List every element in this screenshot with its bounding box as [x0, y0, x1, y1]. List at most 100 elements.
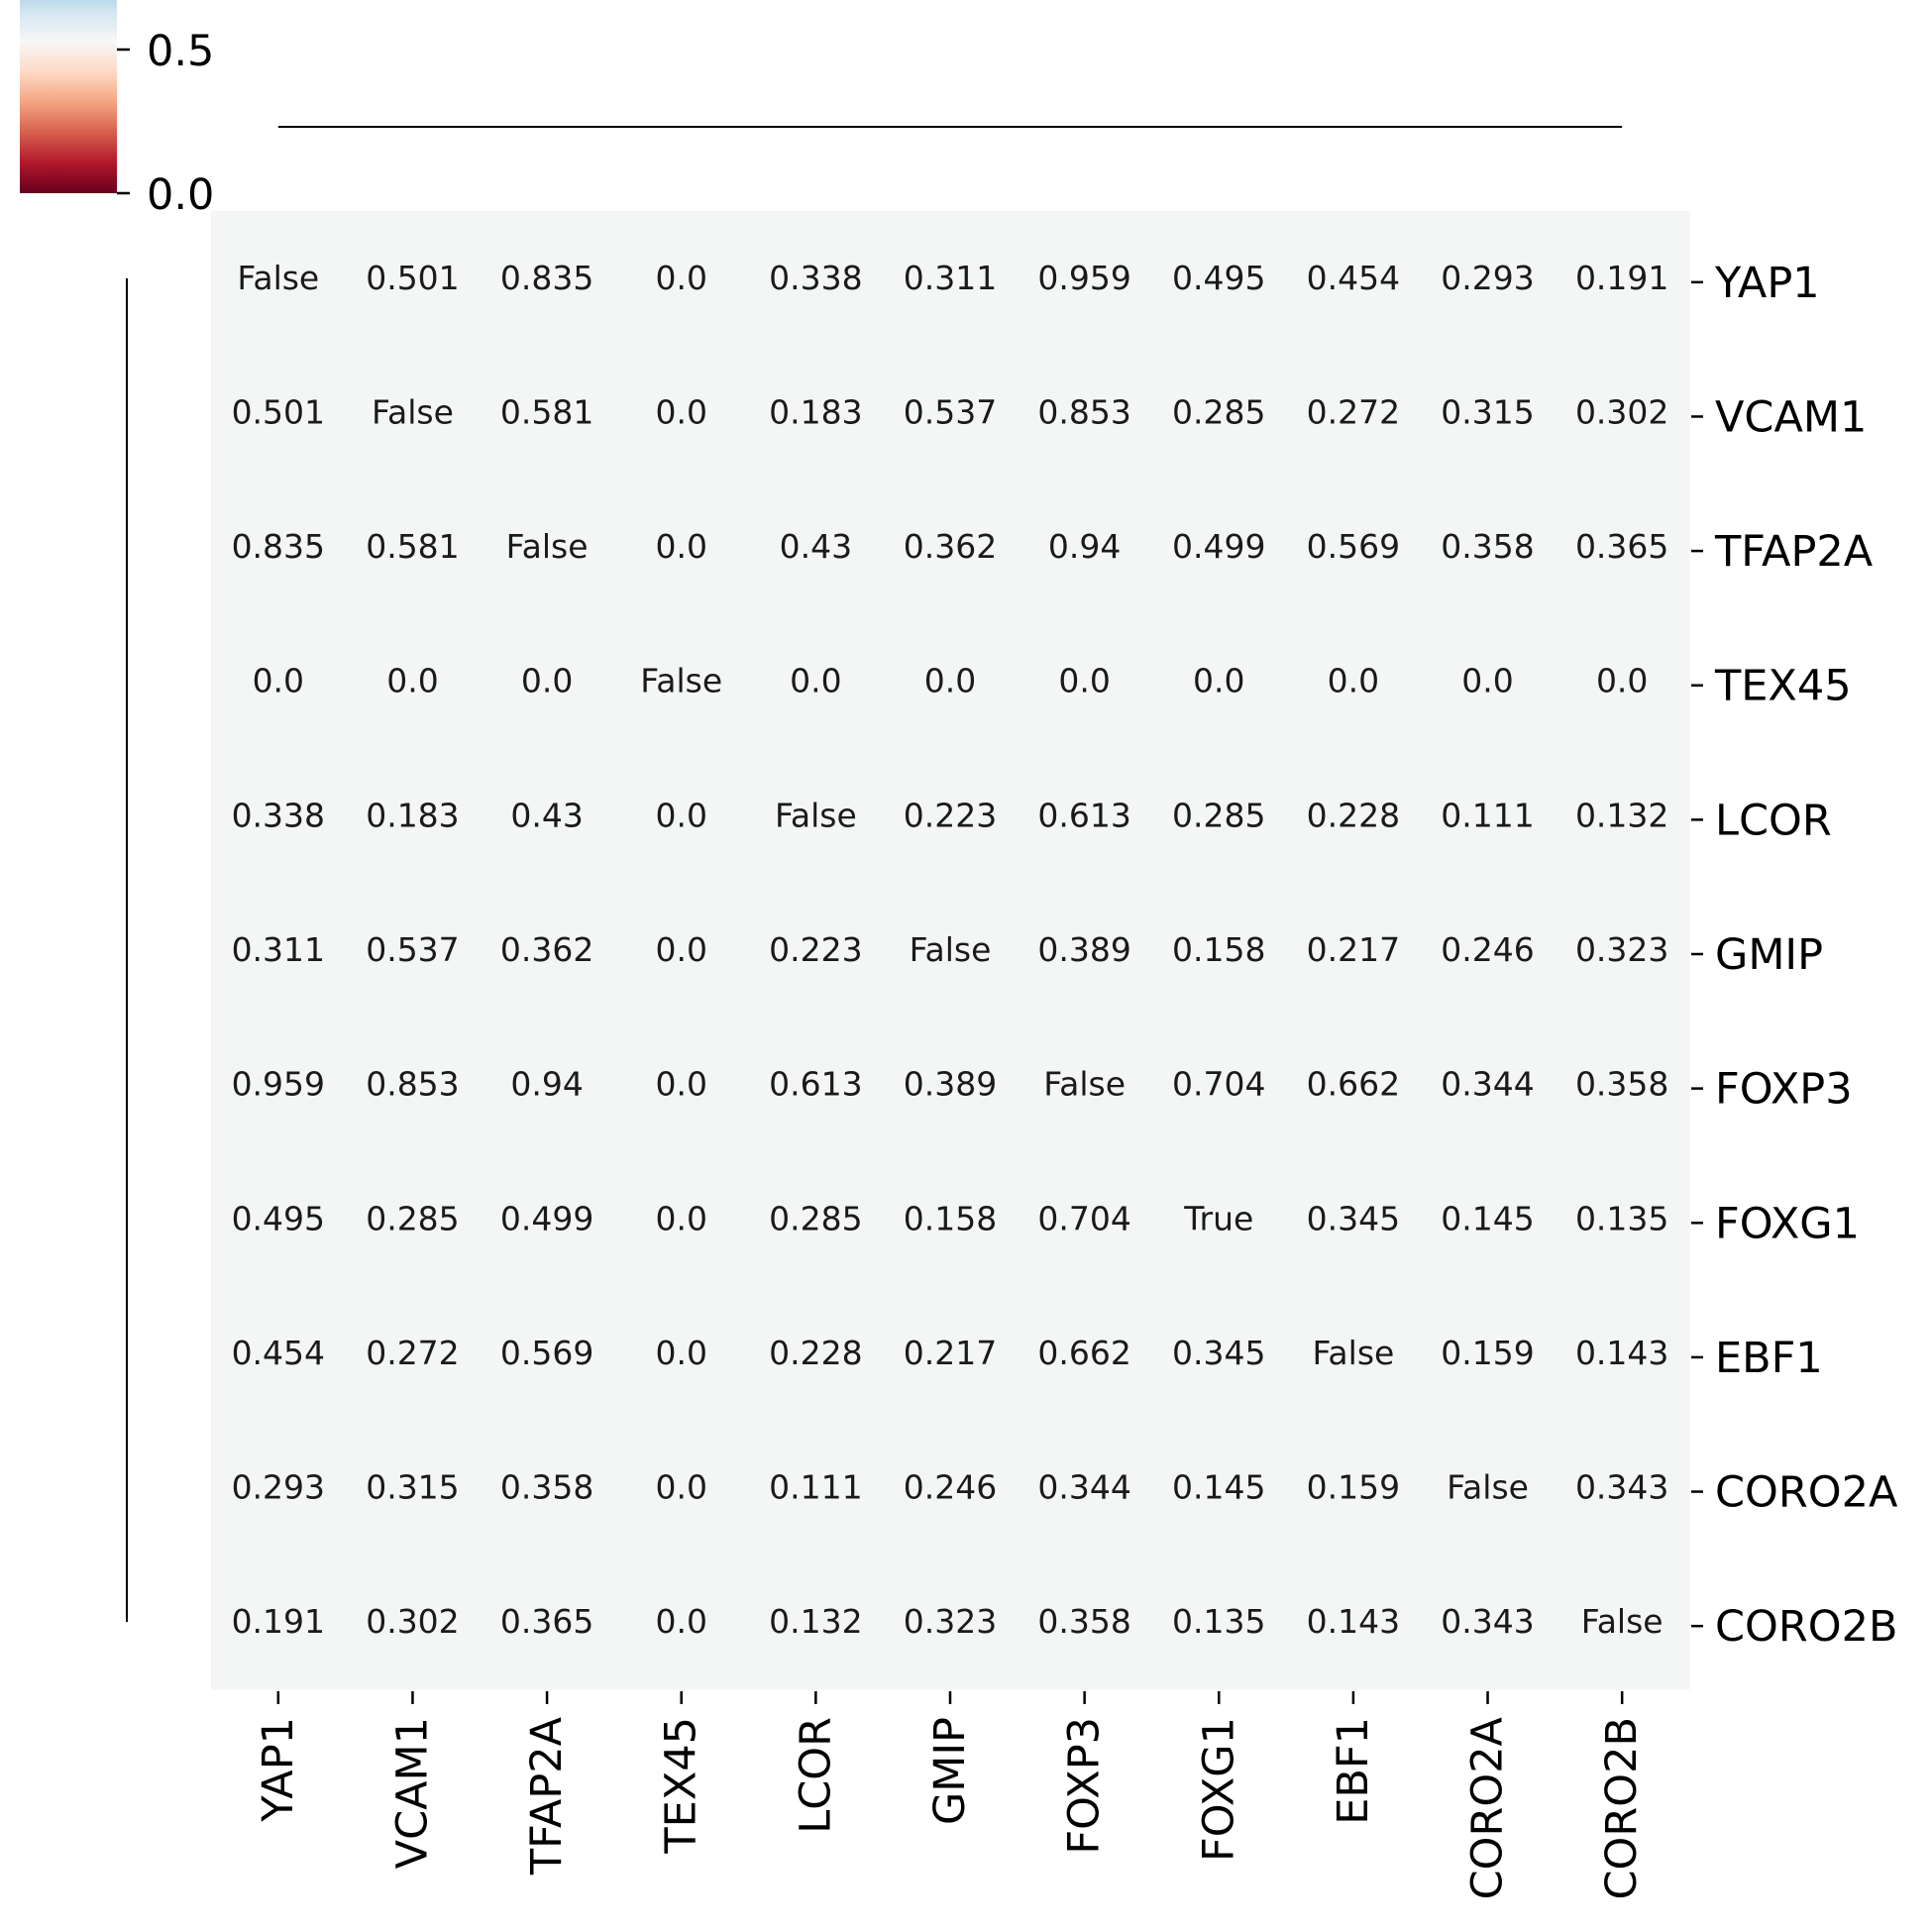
heatmap-cell [1286, 883, 1422, 1019]
row-tick-label: TFAP2A [1714, 527, 1874, 577]
cell-annotation: 0.704 [1172, 1065, 1265, 1104]
heatmap-cell [1017, 613, 1153, 750]
cell-annotation: 0.191 [232, 1602, 325, 1641]
heatmap-cell [613, 1017, 750, 1153]
heatmap-cell [1286, 748, 1422, 884]
heatmap-cell [1420, 480, 1556, 615]
heatmap-cell [613, 613, 750, 750]
heatmap-cell [1286, 1151, 1422, 1287]
heatmap-cell [748, 883, 884, 1019]
heatmap-cell [1017, 345, 1153, 481]
heatmap-cell [1151, 480, 1287, 615]
heatmap-cell [748, 1420, 884, 1556]
cell-annotation: 0.135 [1575, 1199, 1668, 1237]
cell-annotation: 0.0 [253, 662, 304, 700]
cell-annotation: 0.835 [500, 259, 593, 297]
heatmap-cell [1555, 345, 1690, 481]
column-tick-label: LCOR [791, 1717, 840, 1834]
cell-annotation: 0.285 [1172, 392, 1265, 431]
heatmap-cell [613, 748, 750, 884]
row-tick-label: YAP1 [1714, 259, 1820, 308]
row-tick-label: CORO2A [1715, 1468, 1898, 1518]
cell-annotation: 0.537 [904, 392, 997, 431]
heatmap-cell [1017, 1420, 1153, 1556]
column-tick-labels: YAP1 VCAM1 TFAP2A TEX45 LCOR GMIP FOXP3 FOXG1 EB… [254, 1691, 1647, 1899]
cell-annotation: 0.223 [904, 796, 997, 834]
heatmap-cell [1286, 480, 1422, 615]
cell-annotation: 0.0 [655, 1602, 706, 1641]
cell-annotation: 0.0 [655, 1199, 706, 1237]
cell-annotation: 0.581 [500, 392, 593, 431]
cell-annotation: True [1183, 1199, 1253, 1237]
cell-annotation: 0.959 [232, 1065, 325, 1104]
cell-annotation: 0.272 [1307, 392, 1400, 431]
cell-annotation: 0.228 [1307, 796, 1400, 834]
heatmap-cell [345, 1286, 481, 1422]
heatmap-cell [613, 883, 750, 1019]
row-tick-label: LCOR [1715, 796, 1832, 845]
heatmap-cell [480, 1420, 615, 1556]
cell-annotation: False [1581, 1602, 1664, 1641]
cell-annotation: 0.362 [500, 930, 593, 969]
heatmap-cell [748, 613, 884, 750]
row-tick-label: EBF1 [1715, 1334, 1823, 1383]
cell-annotation: 0.0 [655, 930, 706, 969]
cell-annotation: 0.662 [1307, 1065, 1400, 1104]
cell-annotation: 0.338 [232, 796, 325, 834]
cell-annotation: 0.111 [1441, 796, 1534, 834]
heatmap-cell [480, 1151, 615, 1287]
heatmap-cell [1017, 1017, 1153, 1153]
heatmap-cell [883, 480, 1019, 615]
heatmap-cell [883, 211, 1019, 347]
cell-annotation: 0.145 [1172, 1468, 1265, 1507]
heatmap-cell [748, 748, 884, 884]
cell-annotation: 0.159 [1307, 1468, 1400, 1507]
heatmap-cell [1555, 613, 1690, 750]
cell-annotation: 0.143 [1575, 1334, 1668, 1372]
cell-annotation: 0.311 [904, 259, 997, 297]
heatmap-cell [883, 1286, 1019, 1422]
heatmap-cell [1017, 748, 1153, 884]
heatmap-cell [1555, 883, 1690, 1019]
cell-annotation: 0.158 [904, 1199, 997, 1237]
cell-annotation: 0.454 [1307, 259, 1400, 297]
heatmap-cell [480, 613, 615, 750]
heatmap-cell [1286, 1555, 1422, 1690]
cell-annotation: 0.389 [904, 1065, 997, 1104]
cell-annotation: 0.358 [500, 1468, 593, 1507]
heatmap-cell [1286, 345, 1422, 481]
cell-annotation: 0.183 [366, 796, 459, 834]
heatmap-cell [613, 345, 750, 481]
cell-annotation: 0.343 [1441, 1602, 1534, 1641]
cell-annotation: 0.344 [1037, 1468, 1130, 1507]
cell-annotation: 0.0 [1461, 662, 1513, 700]
column-tick-label: TEX45 [657, 1717, 706, 1855]
cell-annotation: 0.499 [500, 1199, 593, 1237]
cell-annotation: 0.43 [510, 796, 583, 834]
row-tick-label: GMIP [1715, 930, 1823, 980]
column-tick-label: CORO2B [1597, 1717, 1647, 1899]
cell-annotation: 0.344 [1441, 1065, 1534, 1104]
row-tick-label: FOXP3 [1715, 1065, 1853, 1115]
cell-annotation: 0.132 [1575, 796, 1668, 834]
row-tick-label: TEX45 [1714, 662, 1852, 711]
heatmap-cell [211, 1286, 347, 1422]
cell-annotation: 0.315 [366, 1468, 459, 1507]
cell-annotation: 0.111 [769, 1468, 862, 1507]
cell-annotation: 0.0 [655, 392, 706, 431]
heatmap-cell [748, 1286, 884, 1422]
cell-annotation: 0.358 [1037, 1602, 1130, 1641]
column-tick-label: FOXG1 [1194, 1717, 1243, 1862]
heatmap-cell [345, 883, 481, 1019]
cell-annotation: 0.143 [1307, 1602, 1400, 1641]
colorbar-gradient [20, 0, 117, 193]
cell-annotation: False [1043, 1065, 1126, 1104]
heatmap-cell [211, 345, 347, 481]
heatmap-cell [1017, 211, 1153, 347]
cell-annotation: 0.0 [655, 1468, 706, 1507]
column-tick-label: GMIP [925, 1717, 975, 1825]
heatmap-cell [1420, 211, 1556, 347]
cell-annotation: 0.499 [1172, 527, 1265, 566]
